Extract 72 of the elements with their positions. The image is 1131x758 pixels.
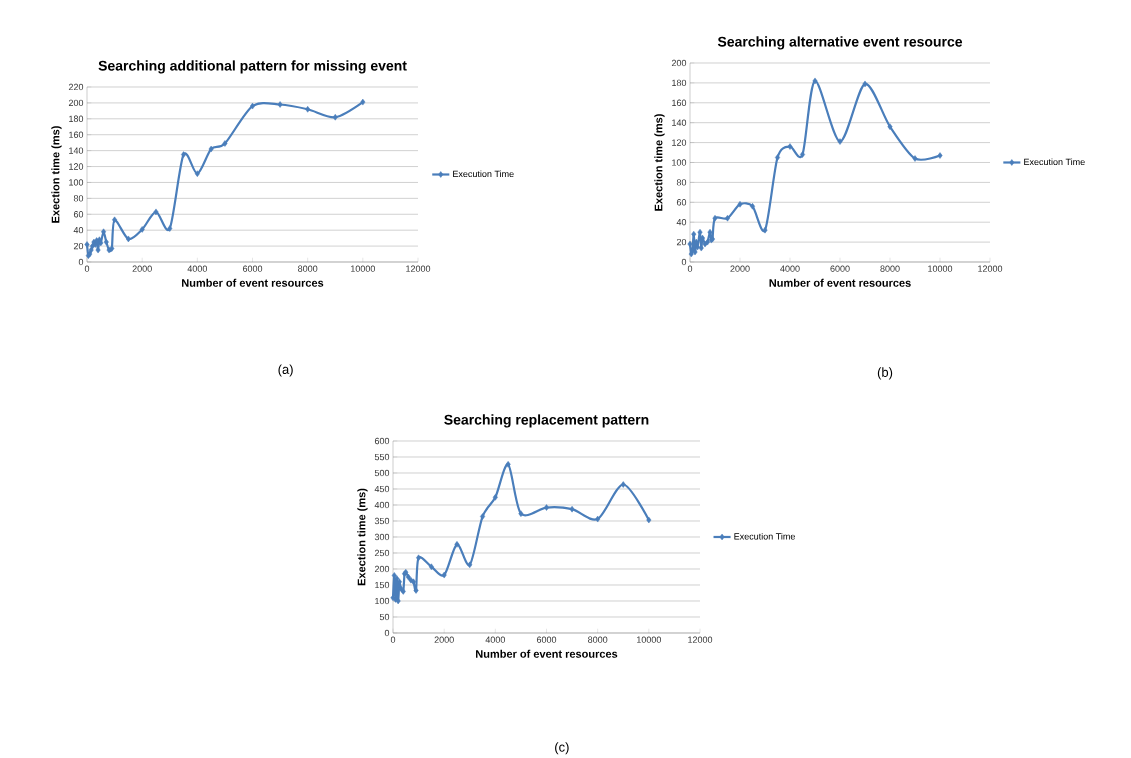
y-tick-label: 120 xyxy=(69,163,84,170)
y-tick-label: 20 xyxy=(676,239,687,246)
x-tick-label: 2000 xyxy=(730,265,750,273)
x-tick-label: 0 xyxy=(390,636,396,644)
y-tick-label: 200 xyxy=(374,566,390,573)
x-tick-label: 6000 xyxy=(242,265,263,273)
x-tick-label: 12000 xyxy=(406,265,431,273)
x-tick-label: 4000 xyxy=(485,636,505,644)
x-axis-title: Number of event resources xyxy=(769,278,911,288)
x-tick-label: 8000 xyxy=(880,265,900,273)
y-axis-title: Exection time (ms) xyxy=(357,488,368,586)
y-tick-label: 20 xyxy=(73,243,84,250)
y-tick-label: 450 xyxy=(374,486,390,493)
y-tick-label: 180 xyxy=(672,79,687,87)
text: (a) xyxy=(278,364,293,377)
chart-title: Searching alternative event resource xyxy=(717,36,963,50)
x-tick-label: 2000 xyxy=(434,636,454,644)
y-tick-label: 550 xyxy=(374,454,390,461)
y-tick-label: 140 xyxy=(672,119,687,127)
x-tick-label: 8000 xyxy=(298,265,318,273)
y-tick-label: 100 xyxy=(375,598,390,605)
chart-title: Searching replacement pattern xyxy=(444,414,649,428)
x-tick-label: 0 xyxy=(84,265,90,273)
y-tick-label: 0 xyxy=(384,630,390,637)
x-tick-label: 8000 xyxy=(588,636,608,644)
y-tick-label: 40 xyxy=(73,227,84,234)
y-tick-label: 600 xyxy=(374,438,390,445)
y-tick-label: 500 xyxy=(374,470,390,477)
y-tick-label: 160 xyxy=(69,131,84,139)
y-tick-label: 200 xyxy=(68,99,84,107)
y-tick-label: 150 xyxy=(375,582,390,589)
y-tick-label: 120 xyxy=(672,139,687,146)
x-tick-label: 12000 xyxy=(688,636,713,644)
x-tick-label: 4000 xyxy=(780,265,800,273)
y-tick-label: 180 xyxy=(69,115,84,123)
x-tick-label: 6000 xyxy=(830,265,850,273)
y-axis-title: Exection time (ms) xyxy=(654,114,665,211)
x-axis-title: Number of event resources xyxy=(476,649,618,659)
y-tick-label: 80 xyxy=(676,179,687,186)
x-tick-label: 0 xyxy=(687,265,693,273)
x-axis-title: Number of event resources xyxy=(182,278,324,288)
y-tick-label: 60 xyxy=(676,199,687,206)
y-tick-label: 0 xyxy=(78,259,84,266)
y-axis-title: Exection time (ms) xyxy=(51,126,62,223)
y-tick-label: 140 xyxy=(69,147,84,155)
y-tick-label: 100 xyxy=(69,179,84,186)
y-tick-label: 400 xyxy=(374,502,390,509)
y-tick-label: 80 xyxy=(73,195,84,202)
x-tick-label: 2000 xyxy=(132,265,152,273)
y-tick-label: 300 xyxy=(374,534,390,541)
legend-label: Execution Time xyxy=(734,533,795,540)
x-tick-label: 6000 xyxy=(536,636,557,644)
x-tick-label: 10000 xyxy=(351,265,375,273)
y-tick-label: 100 xyxy=(672,159,687,166)
legend-label: Execution Time xyxy=(1024,158,1085,166)
y-tick-label: 250 xyxy=(374,550,390,557)
y-tick-label: 160 xyxy=(672,99,687,107)
x-tick-label: 12000 xyxy=(978,265,1003,273)
text: (c) xyxy=(555,742,569,755)
chart-title: Searching additional pattern for missing event xyxy=(98,60,407,74)
x-tick-label: 4000 xyxy=(187,265,207,273)
y-tick-label: 200 xyxy=(671,60,687,67)
x-tick-label: 10000 xyxy=(637,636,661,644)
y-tick-label: 40 xyxy=(676,219,687,226)
x-tick-label: 10000 xyxy=(928,265,953,273)
text: (b) xyxy=(877,367,893,380)
y-tick-label: 50 xyxy=(379,614,390,621)
legend-label: Execution Time xyxy=(453,170,514,178)
y-tick-label: 60 xyxy=(73,211,84,218)
y-tick-label: 0 xyxy=(681,259,687,266)
y-tick-label: 350 xyxy=(374,518,390,525)
y-tick-label: 220 xyxy=(68,84,84,91)
